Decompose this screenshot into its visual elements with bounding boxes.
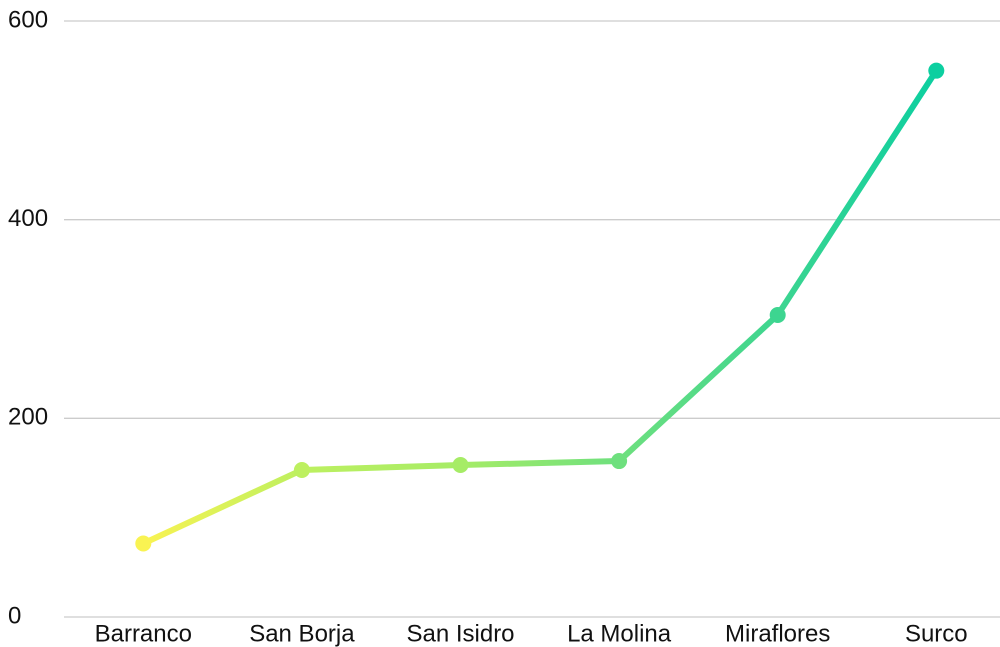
y-tick-label: 600	[8, 6, 48, 33]
x-tick-label: Barranco	[95, 620, 192, 647]
point	[611, 453, 628, 470]
y-tick-label: 200	[8, 404, 48, 431]
line	[142, 69, 939, 547]
x-tick-label: San Isidro	[406, 620, 514, 647]
point	[928, 62, 945, 79]
point	[293, 461, 310, 478]
x-tick-label: La Molina	[567, 620, 672, 647]
x-tick-label: Surco	[905, 620, 968, 647]
y-tick-label: 0	[8, 602, 21, 629]
y-tick-label: 400	[8, 205, 48, 232]
point	[135, 535, 152, 552]
x-tick-label: San Borja	[249, 620, 355, 647]
x-tick-label: Miraflores	[725, 620, 830, 647]
point	[452, 457, 469, 474]
point	[769, 307, 786, 324]
